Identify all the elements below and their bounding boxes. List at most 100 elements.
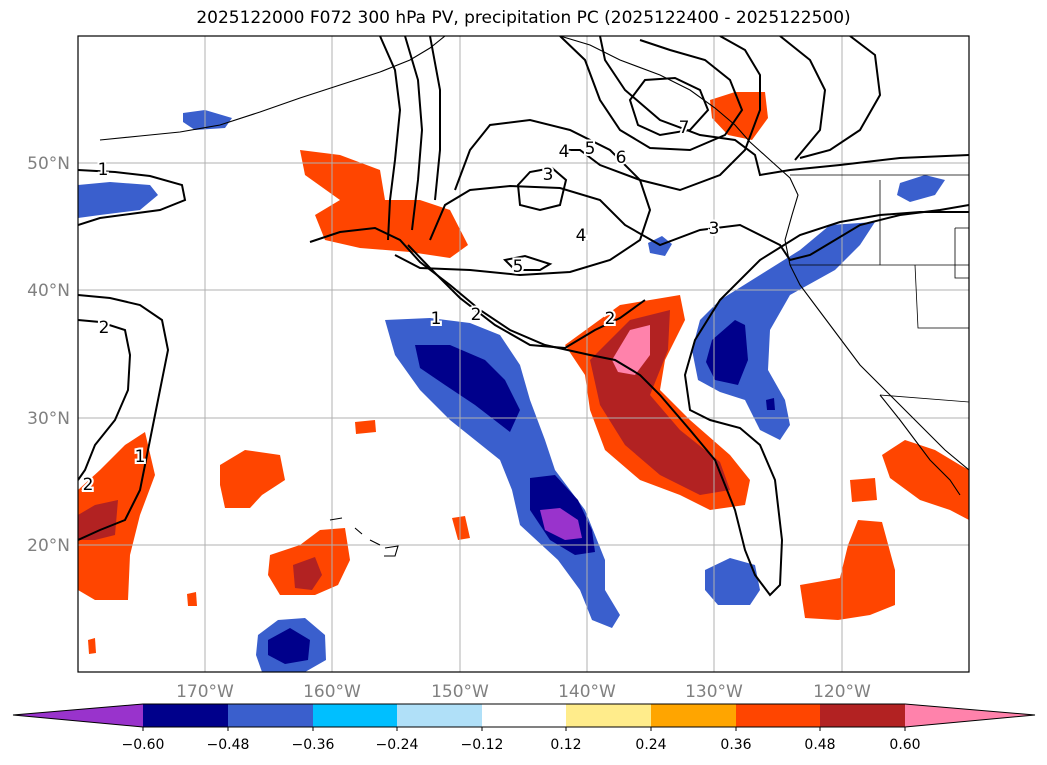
pv-contour (429, 184, 969, 262)
precip-neg-region (78, 182, 158, 218)
pv-contour (516, 166, 568, 212)
pv-contour (429, 36, 441, 201)
lon-label: 160°W (303, 682, 361, 702)
coastlines (99, 36, 969, 557)
us-state-border (954, 227, 969, 279)
pv-contour-label: 1 (431, 309, 442, 329)
us-mexico-border (879, 394, 969, 403)
colorbar-tick-label: 0.60 (889, 737, 920, 753)
precip-pos-region (220, 450, 285, 508)
alaska-coast (99, 36, 446, 141)
colorbar-tick-label: −0.48 (207, 737, 250, 753)
pv-contour (404, 36, 424, 231)
lon-label: 150°W (431, 682, 489, 702)
pv-contour (78, 319, 132, 481)
colorbar-tick-label: −0.12 (461, 737, 504, 753)
colorbar-segment (651, 704, 736, 727)
pv-contour (309, 211, 969, 597)
lat-label: 50°N (27, 154, 70, 174)
colorbar-tick-label: 0.12 (550, 737, 581, 753)
precip-pos-region (882, 440, 969, 520)
pv-contour-label: 1 (98, 160, 109, 180)
colorbar-segment (482, 704, 566, 727)
latitude-labels: 50°N 40°N 30°N 20°N (27, 154, 70, 556)
colorbar-tick-label: −0.36 (292, 737, 335, 753)
pv-contour-label: 5 (513, 257, 524, 277)
colorbar-segment (143, 704, 228, 727)
precip-pos-core (78, 500, 118, 540)
lat-label: 40°N (27, 281, 70, 301)
precip-neg-small (766, 398, 775, 410)
pv-contour (599, 36, 969, 177)
lat-label: 20°N (27, 536, 70, 556)
pv-contours (78, 36, 969, 597)
pv-contour-label: 1 (135, 447, 146, 467)
lon-label: 120°W (813, 682, 871, 702)
colorbar-segment (397, 704, 482, 727)
pv-contour-labels: 1 1 1 2 2 2 2 3 3 4 4 5 5 6 7 (81, 116, 722, 497)
precip-neg-region (385, 318, 620, 628)
colorbar-extend-low (13, 704, 143, 727)
hawaii-islands (329, 517, 399, 557)
pv-contour-label: 4 (576, 226, 587, 246)
precip-neg-region (897, 175, 945, 202)
precip-pos-core (293, 557, 322, 590)
precip-pos-small (850, 478, 877, 502)
precip-negative-shading (78, 110, 945, 672)
colorbar-segment (228, 704, 313, 727)
precip-pos-peak (612, 325, 650, 375)
pv-contour (799, 36, 882, 159)
pv-contour (78, 294, 170, 541)
colorbar-segment (313, 704, 397, 727)
pv-contour-label: 7 (679, 118, 690, 138)
precip-pos-small (452, 516, 470, 540)
us-state-border (914, 264, 969, 329)
colorbar-tick-label: −0.24 (376, 737, 419, 753)
pv-contour-label: 2 (99, 318, 110, 338)
pv-contour-label: 2 (83, 475, 94, 495)
pv-contour-label: 4 (559, 142, 570, 162)
pv-contour (502, 254, 553, 271)
lon-label: 130°W (685, 682, 743, 702)
pv-contour (779, 36, 827, 161)
colorbar: −0.60 −0.48 −0.36 −0.24 −0.12 0.12 0.24 … (12, 703, 1036, 753)
map-frame (77, 35, 970, 673)
pv-contour-label: 3 (709, 219, 720, 239)
precip-pos-small (88, 638, 96, 654)
precip-neg-core (268, 628, 310, 664)
map-area: 1 1 1 2 2 2 2 3 3 4 4 5 5 6 7 (78, 36, 969, 672)
pv-contour (78, 169, 187, 226)
plot-title: 2025122000 F072 300 hPa PV, precipitatio… (196, 8, 851, 28)
pv-contour (628, 76, 710, 137)
lon-label: 170°W (176, 682, 234, 702)
pv-contour (379, 36, 402, 241)
graticule (78, 36, 969, 672)
colorbar-ticks (142, 727, 906, 731)
colorbar-tick-label: 0.36 (720, 737, 751, 753)
pv-contour-label: 6 (616, 148, 627, 168)
precip-neg-region (692, 222, 875, 440)
alaska-coast (559, 36, 969, 471)
colorbar-segment (566, 704, 651, 727)
pv-contour (407, 244, 646, 350)
pv-contour-label: 5 (585, 139, 596, 159)
pv-contour-label: 2 (605, 309, 616, 329)
colorbar-tick-label: 0.48 (804, 737, 835, 753)
colorbar-extend-high (905, 704, 1035, 727)
precip-neg-region (705, 558, 760, 605)
pv-contour-label: 2 (471, 305, 482, 325)
precip-neg-core (706, 320, 748, 385)
longitude-labels: 170°W 160°W 150°W 140°W 130°W 120°W (176, 682, 871, 702)
precip-pos-small (187, 592, 197, 606)
lon-label: 140°W (558, 682, 616, 702)
lat-label: 30°N (27, 409, 70, 429)
pv-contour (560, 36, 761, 192)
pv-contour-label: 3 (543, 165, 554, 185)
pv-contour (394, 118, 652, 277)
colorbar-tick-label: −0.60 (122, 737, 165, 753)
precip-neg-peak (540, 508, 582, 540)
colorbar-segment (820, 704, 905, 727)
colorbar-segment (736, 704, 820, 727)
colorbar-tick-label: 0.24 (635, 737, 666, 753)
